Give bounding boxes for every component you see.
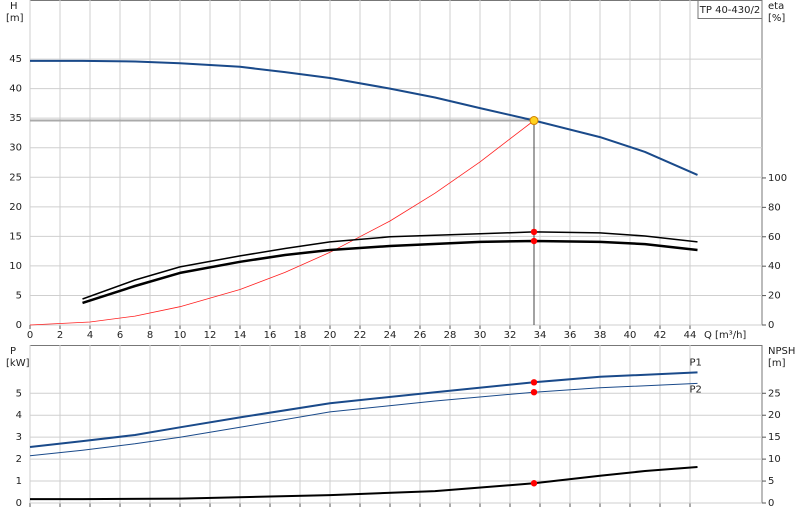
y-tick-label: 15 xyxy=(9,231,22,242)
y2-tick-label: 0 xyxy=(768,320,774,331)
y-tick-label: 0 xyxy=(16,498,22,509)
series-label: P2 xyxy=(690,384,702,395)
series-line xyxy=(29,371,698,448)
x-tick-label: 16 xyxy=(264,330,277,341)
plot-frame xyxy=(29,0,763,326)
x-tick-label: 22 xyxy=(354,330,367,341)
y2-tick-label: 100 xyxy=(768,173,787,184)
y2-tick-label: 0 xyxy=(768,498,774,509)
x-tick-label: 30 xyxy=(474,330,487,341)
y2-tick-label: 60 xyxy=(768,232,781,243)
series-line xyxy=(82,239,698,305)
x-tick-label: 4 xyxy=(87,330,93,341)
y-tick-label: 20 xyxy=(9,202,22,213)
x-tick-label: 42 xyxy=(654,330,667,341)
y-axis-label: H xyxy=(10,1,18,12)
y-tick-label: 30 xyxy=(9,143,22,154)
y-axis-unit: [kW] xyxy=(6,358,30,369)
y2-axis-unit: [%] xyxy=(768,13,785,24)
series-label: P1 xyxy=(690,357,702,368)
operating-marker xyxy=(530,228,538,236)
series-line xyxy=(29,382,698,457)
x-tick-label: 10 xyxy=(174,330,187,341)
x-tick-label: 12 xyxy=(204,330,217,341)
x-tick-label: 40 xyxy=(624,330,637,341)
x-tick-label: 18 xyxy=(294,330,307,341)
x-tick-label: 14 xyxy=(234,330,247,341)
x-tick-label: 36 xyxy=(564,330,577,341)
y-tick-label: 40 xyxy=(9,84,22,95)
y-tick-label: 1 xyxy=(16,476,22,487)
y-tick-label: 0 xyxy=(16,320,22,331)
x-axis-label: Q [m³/h] xyxy=(704,330,746,341)
y2-tick-label: 15 xyxy=(768,432,781,443)
y-axis-label: P xyxy=(10,346,16,357)
x-tick-label: 28 xyxy=(444,330,457,341)
y2-axis-label: eta xyxy=(768,1,784,12)
y-tick-label: 3 xyxy=(16,432,22,443)
operating-marker xyxy=(530,480,538,487)
operating-marker xyxy=(530,388,538,396)
operating-marker xyxy=(530,379,538,386)
x-tick-label: 6 xyxy=(117,330,123,341)
y2-tick-label: 20 xyxy=(768,410,781,421)
plot-frame xyxy=(29,345,763,504)
y2-axis-label: NPSH xyxy=(768,346,795,357)
y-tick-label: 35 xyxy=(9,113,22,124)
x-tick-label: 38 xyxy=(594,330,607,341)
y-tick-label: 5 xyxy=(16,290,22,301)
y2-tick-label: 25 xyxy=(768,388,781,399)
y-tick-label: 10 xyxy=(9,261,22,272)
y-tick-label: 4 xyxy=(16,410,22,421)
x-tick-label: 26 xyxy=(414,330,427,341)
duty-point xyxy=(529,116,539,126)
series-line xyxy=(30,59,698,176)
series-line xyxy=(29,120,535,326)
y2-tick-label: 10 xyxy=(768,454,781,465)
series-line xyxy=(82,231,698,300)
y-axis-unit: [m] xyxy=(6,13,24,24)
chart-title: TP 40-430/2 xyxy=(699,5,760,16)
y-tick-label: 5 xyxy=(16,388,22,399)
x-tick-label: 32 xyxy=(504,330,517,341)
y2-axis-unit: [m] xyxy=(768,358,786,369)
x-tick-label: 24 xyxy=(384,330,397,341)
y2-tick-label: 40 xyxy=(768,261,781,272)
y-tick-label: 2 xyxy=(16,454,22,465)
x-tick-label: 2 xyxy=(57,330,63,341)
y2-tick-label: 5 xyxy=(768,476,774,487)
x-tick-label: 0 xyxy=(27,330,33,341)
y-tick-label: 25 xyxy=(9,172,22,183)
y-tick-label: 45 xyxy=(9,54,22,65)
title-box xyxy=(697,0,763,19)
x-tick-label: 44 xyxy=(684,330,697,341)
y2-tick-label: 20 xyxy=(768,291,781,302)
y2-tick-label: 80 xyxy=(768,202,781,213)
x-tick-label: 8 xyxy=(147,330,153,341)
series-line xyxy=(30,466,698,501)
x-tick-label: 34 xyxy=(534,330,547,341)
operating-marker xyxy=(530,237,538,245)
x-tick-label: 20 xyxy=(324,330,337,341)
